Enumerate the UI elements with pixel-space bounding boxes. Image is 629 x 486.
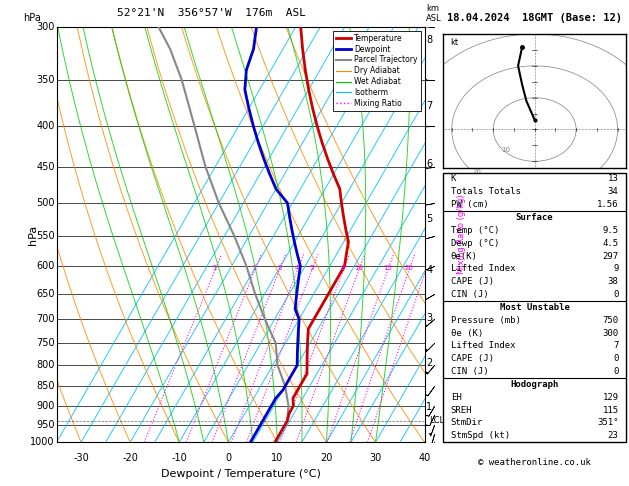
Text: 550: 550 — [36, 231, 55, 241]
Text: 52°21'N  356°57'W  176m  ASL: 52°21'N 356°57'W 176m ASL — [116, 8, 306, 18]
Text: -30: -30 — [73, 452, 89, 463]
Text: Totals Totals: Totals Totals — [451, 187, 521, 196]
Text: 750: 750 — [603, 316, 618, 325]
Text: 115: 115 — [603, 406, 618, 415]
Text: 300: 300 — [603, 329, 618, 338]
Text: 6: 6 — [426, 159, 433, 169]
Text: 7: 7 — [613, 342, 618, 350]
Text: 18.04.2024  18GMT (Base: 12): 18.04.2024 18GMT (Base: 12) — [447, 13, 622, 23]
Text: EH: EH — [451, 393, 462, 402]
Text: 40: 40 — [418, 452, 431, 463]
Text: 23: 23 — [608, 432, 618, 440]
Text: 400: 400 — [36, 121, 55, 131]
Text: 2: 2 — [426, 358, 433, 368]
Text: CAPE (J): CAPE (J) — [451, 354, 494, 363]
Text: hPa: hPa — [28, 225, 38, 244]
Text: 2: 2 — [252, 264, 257, 271]
Text: 1000: 1000 — [30, 437, 55, 447]
Text: 9.5: 9.5 — [603, 226, 618, 235]
Text: 20: 20 — [404, 264, 413, 271]
Text: 10: 10 — [354, 264, 363, 271]
Text: Lifted Index: Lifted Index — [451, 264, 515, 273]
Text: K: K — [451, 174, 456, 183]
Text: Most Unstable: Most Unstable — [499, 303, 570, 312]
Text: -20: -20 — [122, 452, 138, 463]
Text: -10: -10 — [171, 452, 187, 463]
Text: 350: 350 — [36, 75, 55, 85]
Text: 38: 38 — [608, 277, 618, 286]
Text: 4: 4 — [426, 265, 433, 275]
Text: StmSpd (kt): StmSpd (kt) — [451, 432, 510, 440]
Text: Lifted Index: Lifted Index — [451, 342, 515, 350]
Text: CAPE (J): CAPE (J) — [451, 277, 494, 286]
Text: θe(K): θe(K) — [451, 252, 477, 260]
Text: km
ASL: km ASL — [426, 4, 442, 22]
Text: 1: 1 — [426, 401, 433, 412]
Text: 3: 3 — [426, 312, 433, 323]
Text: LCL: LCL — [429, 417, 444, 425]
Text: 850: 850 — [36, 381, 55, 391]
Text: 500: 500 — [36, 198, 55, 208]
Text: 4: 4 — [295, 264, 299, 271]
Text: CIN (J): CIN (J) — [451, 367, 488, 376]
Text: PW (cm): PW (cm) — [451, 200, 488, 209]
Text: Temp (°C): Temp (°C) — [451, 226, 499, 235]
Text: 1.56: 1.56 — [597, 200, 618, 209]
Text: 30: 30 — [369, 452, 382, 463]
Text: 351°: 351° — [597, 418, 618, 428]
Text: 900: 900 — [36, 401, 55, 411]
Text: 700: 700 — [36, 314, 55, 324]
Text: 1: 1 — [213, 264, 217, 271]
Text: Dewpoint / Temperature (°C): Dewpoint / Temperature (°C) — [160, 469, 321, 479]
Legend: Temperature, Dewpoint, Parcel Trajectory, Dry Adiabat, Wet Adiabat, Isotherm, Mi: Temperature, Dewpoint, Parcel Trajectory… — [333, 31, 421, 111]
Text: θe (K): θe (K) — [451, 329, 483, 338]
Text: 7: 7 — [426, 101, 433, 111]
Text: 5: 5 — [426, 214, 433, 224]
Text: 0: 0 — [613, 290, 618, 299]
Text: Hodograph: Hodograph — [511, 380, 559, 389]
Text: 800: 800 — [36, 360, 55, 370]
Text: 13: 13 — [608, 174, 618, 183]
Text: Surface: Surface — [516, 213, 554, 222]
Text: 5: 5 — [309, 264, 314, 271]
Text: 129: 129 — [603, 393, 618, 402]
Text: 750: 750 — [36, 338, 55, 348]
Text: hPa: hPa — [23, 13, 42, 22]
Text: 300: 300 — [36, 22, 55, 32]
Text: 450: 450 — [36, 162, 55, 172]
Text: 15: 15 — [383, 264, 392, 271]
Text: 9: 9 — [613, 264, 618, 273]
Text: Dewp (°C): Dewp (°C) — [451, 239, 499, 248]
Text: 8: 8 — [341, 264, 345, 271]
Text: 600: 600 — [36, 261, 55, 271]
Text: 297: 297 — [603, 252, 618, 260]
Text: 34: 34 — [608, 187, 618, 196]
Text: Mixing Ratio (g/kg): Mixing Ratio (g/kg) — [457, 195, 466, 274]
Text: 20: 20 — [320, 452, 333, 463]
Text: StmDir: StmDir — [451, 418, 483, 428]
Text: 650: 650 — [36, 289, 55, 298]
Text: 4.5: 4.5 — [603, 239, 618, 248]
Text: kt: kt — [451, 38, 459, 47]
Text: 10: 10 — [501, 147, 510, 153]
Text: SREH: SREH — [451, 406, 472, 415]
Text: 0: 0 — [613, 367, 618, 376]
Text: 3: 3 — [277, 264, 281, 271]
Text: 0: 0 — [225, 452, 231, 463]
Text: 0: 0 — [613, 354, 618, 363]
Text: 950: 950 — [36, 419, 55, 430]
Text: Pressure (mb): Pressure (mb) — [451, 316, 521, 325]
Text: 10: 10 — [271, 452, 284, 463]
Text: 20: 20 — [472, 169, 481, 175]
Text: CIN (J): CIN (J) — [451, 290, 488, 299]
Text: 8: 8 — [426, 35, 433, 45]
Text: © weatheronline.co.uk: © weatheronline.co.uk — [478, 458, 591, 468]
